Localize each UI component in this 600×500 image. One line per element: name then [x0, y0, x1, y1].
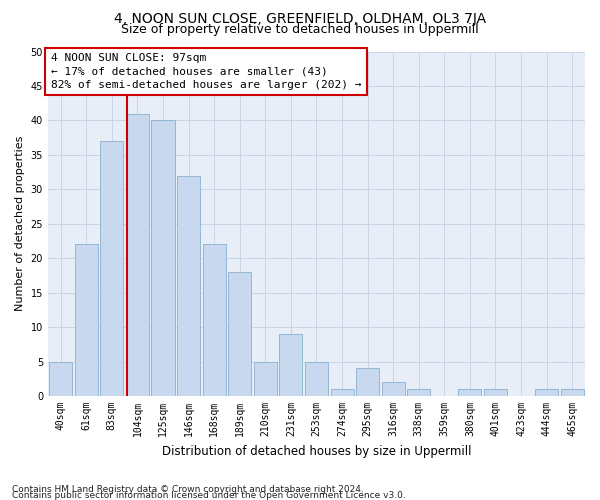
Bar [100, 141, 124, 396]
Bar [151, 120, 175, 396]
Bar [49, 362, 72, 396]
Bar [305, 362, 328, 396]
Bar [407, 389, 430, 396]
Text: Contains public sector information licensed under the Open Government Licence v3: Contains public sector information licen… [12, 490, 406, 500]
Bar [561, 389, 584, 396]
X-axis label: Distribution of detached houses by size in Uppermill: Distribution of detached houses by size … [162, 444, 471, 458]
Bar [177, 176, 200, 396]
Text: 4, NOON SUN CLOSE, GREENFIELD, OLDHAM, OL3 7JA: 4, NOON SUN CLOSE, GREENFIELD, OLDHAM, O… [114, 12, 486, 26]
Bar [484, 389, 507, 396]
Bar [458, 389, 481, 396]
Bar [382, 382, 404, 396]
Bar [535, 389, 558, 396]
Bar [126, 114, 149, 396]
Bar [75, 244, 98, 396]
Bar [356, 368, 379, 396]
Bar [228, 272, 251, 396]
Bar [331, 389, 353, 396]
Text: Contains HM Land Registry data © Crown copyright and database right 2024.: Contains HM Land Registry data © Crown c… [12, 485, 364, 494]
Text: 4 NOON SUN CLOSE: 97sqm
← 17% of detached houses are smaller (43)
82% of semi-de: 4 NOON SUN CLOSE: 97sqm ← 17% of detache… [50, 53, 361, 90]
Y-axis label: Number of detached properties: Number of detached properties [15, 136, 25, 312]
Bar [280, 334, 302, 396]
Bar [254, 362, 277, 396]
Bar [203, 244, 226, 396]
Text: Size of property relative to detached houses in Uppermill: Size of property relative to detached ho… [121, 22, 479, 36]
